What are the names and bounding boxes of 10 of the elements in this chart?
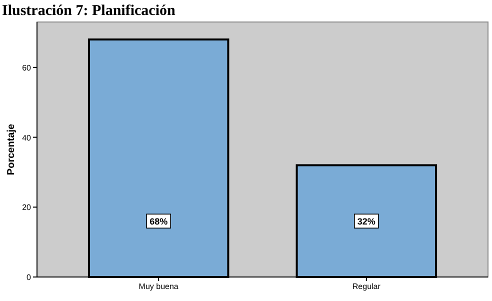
y-tick-label: 40	[22, 133, 32, 142]
y-tick-label: 60	[22, 63, 32, 72]
y-tick-label: 20	[22, 203, 32, 212]
x-tick-label: Regular	[352, 282, 381, 291]
data-label: 68%	[150, 216, 168, 227]
data-label: 32%	[357, 216, 376, 227]
x-tick-label: Muy buena	[138, 282, 179, 291]
y-tick-label: 0	[26, 273, 32, 282]
y-axis-title: Porcentaje	[6, 124, 17, 176]
chart-title: Ilustración 7: Planificación	[2, 3, 176, 19]
